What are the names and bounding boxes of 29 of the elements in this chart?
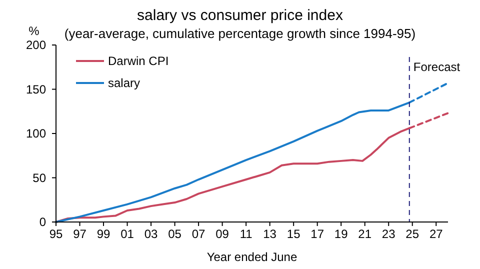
y-tick-label: 200 [26,38,46,52]
x-tick-label: 01 [120,227,134,241]
x-tick-label: 95 [49,227,63,241]
x-tick-label: 97 [73,227,87,241]
x-tick-label: 13 [263,227,277,241]
legend-label: Darwin CPI [108,54,169,68]
x-tick-label: 19 [334,227,348,241]
x-tick-label: 27 [429,227,444,241]
x-tick-label: 25 [406,227,420,241]
y-axis-title: % [28,24,40,38]
x-tick-label: 23 [382,227,396,241]
x-tick-label: 09 [216,227,230,241]
x-tick-label: 99 [96,227,111,241]
x-tick-label: 17 [310,227,324,241]
x-tick-label: 05 [168,227,182,241]
y-tick-label: 0 [39,215,46,230]
x-tick-label: 21 [358,227,372,241]
x-tick-label: 15 [286,227,301,241]
x-tick-label: 07 [192,227,206,241]
y-tick-label: 50 [32,170,46,185]
chart-title: salary vs consumer price index [137,7,344,24]
chart-subtitle: (year-average, cumulative percentage growth since 1994-95) [64,26,416,41]
ref-line-label: Forecast [413,60,461,74]
legend-label: salary [108,76,140,90]
y-tick-label: 100 [26,126,46,141]
x-tick-label: 11 [240,227,253,241]
y-tick-label: 150 [26,82,46,96]
x-axis-title: Year ended June [206,250,298,264]
x-tick-label: 03 [144,227,158,241]
